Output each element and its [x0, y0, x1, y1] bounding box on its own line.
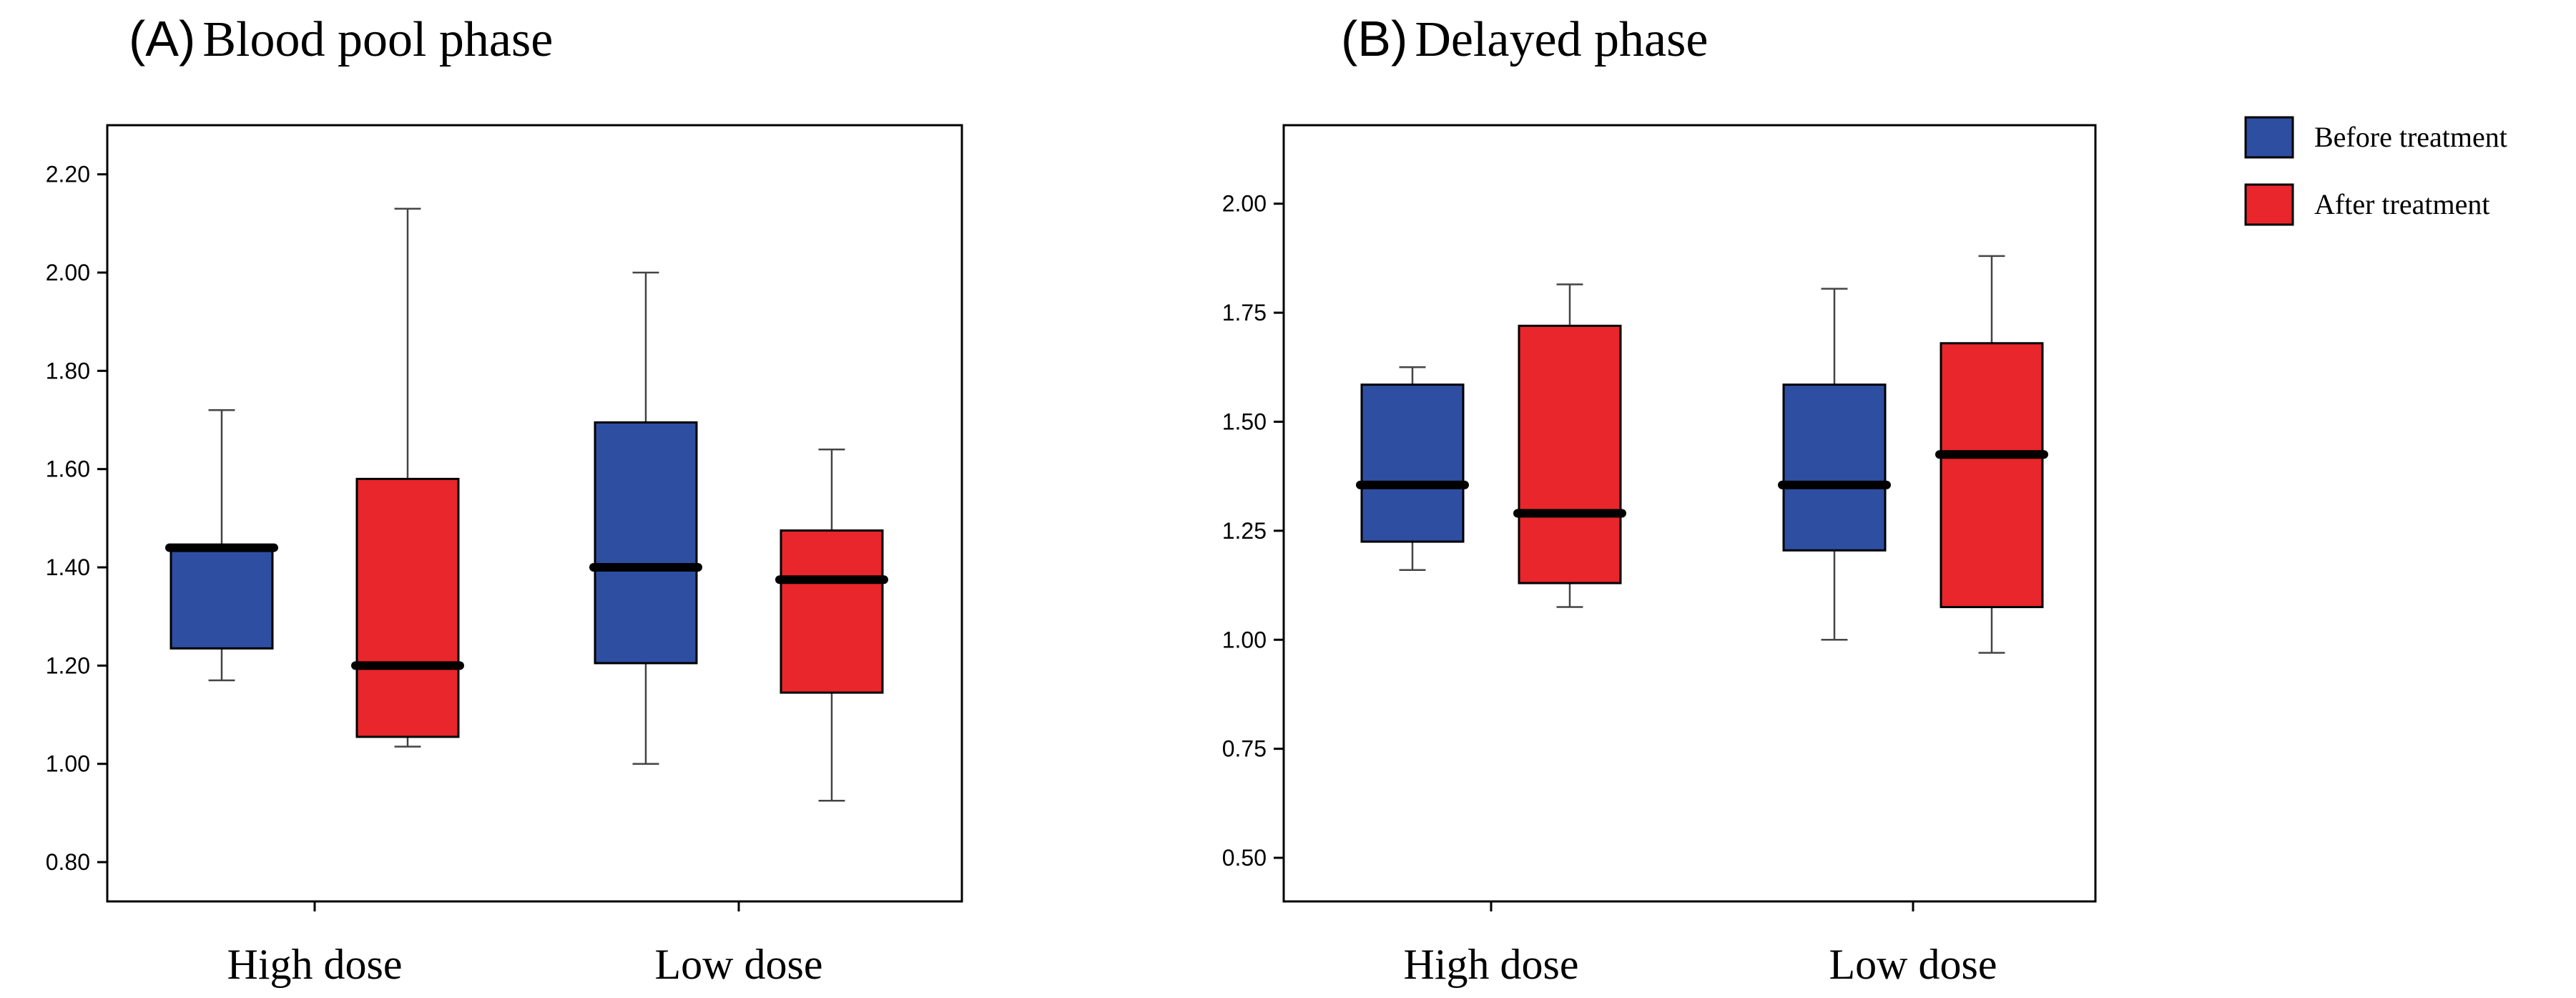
- panel-a-y-tick-label: 2.20: [46, 162, 90, 187]
- panel-a-plot-frame: [106, 124, 963, 903]
- legend-label-after: After treatment: [2314, 188, 2489, 220]
- panel-a-x-label-high-dose: High dose: [227, 941, 403, 988]
- panel-a-y-tick-label: 0.80: [46, 849, 90, 875]
- panel-b-y-tick-label: 0.50: [1222, 845, 1267, 871]
- panel-a-before-high-dose-box: [169, 547, 274, 650]
- panel-a-blood-pool-chart: (A) Blood pool phase 0.80 1.00 1.20 1.40 1.6…: [46, 11, 963, 988]
- panel-b-y-tick-label: 1.75: [1222, 300, 1267, 326]
- panel-b-title: (B) Delayed phase: [1341, 11, 1708, 67]
- panel-a-marks: 0.80 1.00 1.20 1.40 1.60 1.80 2.00 2.20: [46, 162, 888, 911]
- panel-a-y-tick-label: 2.00: [46, 260, 90, 285]
- panel-b-y-tick-label: 0.75: [1222, 736, 1267, 762]
- panel-a-title: (A) Blood pool phase: [129, 11, 553, 67]
- panel-b-y-tick-label: 1.25: [1222, 518, 1267, 544]
- legend-label-before: Before treatment: [2314, 121, 2507, 153]
- panel-a-x-label-low-dose: Low dose: [655, 941, 823, 988]
- panel-a-title-text: Blood pool phase: [202, 12, 553, 67]
- panel-a-letter: (A): [129, 11, 195, 67]
- panel-a-y-tick-label: 1.60: [46, 456, 90, 482]
- panel-b-marks: 0.50 0.75 1.00 1.25 1.50 1.75 2.00: [1222, 191, 2048, 911]
- panel-b-title-text: Delayed phase: [1415, 12, 1708, 67]
- panel-b-delayed-chart: (B) Delayed phase 0.50 0.75 1.00 1.25 1.50 1.…: [1222, 11, 2097, 988]
- panel-b-y-tick-label: 1.00: [1222, 627, 1267, 652]
- panel-b-x-label-low-dose: Low dose: [1829, 941, 1997, 988]
- legend-swatch-after: [2244, 183, 2294, 226]
- panel-b-y-tick-label: 1.50: [1222, 409, 1267, 434]
- legend-swatch-before: [2244, 116, 2294, 159]
- panel-a-before-low-dose-box: [594, 421, 698, 665]
- panel-a-after-low-dose-box: [780, 529, 884, 694]
- legend: Before treatment After treatment: [2244, 116, 2507, 226]
- panel-a-y-tick-label: 1.00: [46, 751, 90, 777]
- panel-b-y-tick-label: 2.00: [1222, 191, 1267, 217]
- panel-b-after-low-dose-box: [1940, 342, 2044, 609]
- panel-a-y-tick-label: 1.40: [46, 554, 90, 580]
- panel-b-before-low-dose-box: [1782, 383, 1887, 552]
- panel-b-x-label-high-dose: High dose: [1404, 941, 1579, 988]
- panel-b-plot-frame: [1282, 124, 2097, 903]
- panel-b-letter: (B): [1341, 11, 1407, 67]
- panel-a-after-high-dose-box: [355, 477, 460, 738]
- panel-a-y-tick-label: 1.20: [46, 652, 90, 678]
- panel-b-after-high-dose-box: [1518, 324, 1622, 584]
- panel-a-y-tick-label: 1.80: [46, 358, 90, 383]
- panel-b-before-high-dose-box: [1360, 383, 1465, 543]
